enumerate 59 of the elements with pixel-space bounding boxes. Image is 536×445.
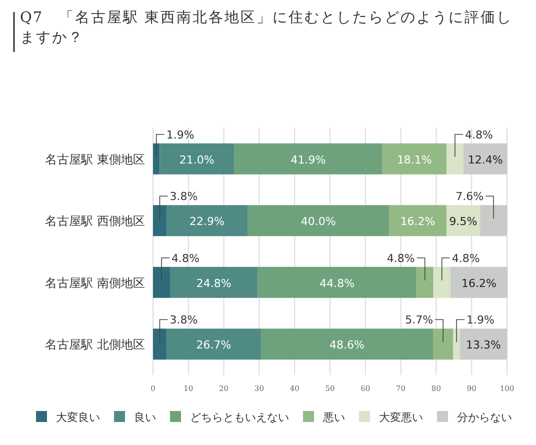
y-tick-label: 名古屋駅 北側地区 [45,338,145,352]
data-label: 48.6% [330,338,364,352]
data-label: 4.8% [464,128,493,142]
data-label: 22.9% [190,215,224,228]
legend-label: 分からない [457,411,512,424]
y-tick-label: 名古屋駅 南側地区 [45,276,145,290]
bar [166,328,261,360]
bar [260,328,434,360]
bar [258,266,416,298]
data-label: 13.3% [466,338,501,352]
data-label: 16.2% [400,215,436,228]
data-label: 16.2% [462,276,497,290]
data-label: 4.8% [386,252,415,265]
legend-label: 大変悪い [379,411,423,424]
data-label: 5.7% [405,314,434,327]
bar [160,143,234,174]
chart-title: Q7 「名古屋駅 東西南北各地区」に住むとしたらどのように評価しますか？ [20,9,514,48]
bar [453,328,460,360]
data-label: 41.9% [290,153,326,166]
bar [389,205,446,236]
data-label: 21.0% [179,153,214,166]
data-label: 7.6% [456,190,484,204]
legend-label: 悪い [322,411,345,424]
data-label: 18.1% [396,153,432,166]
bar [480,205,507,236]
bar [450,266,508,298]
bar [446,143,464,174]
bar [446,205,480,236]
bar [416,266,434,298]
data-label: 26.7% [196,338,232,352]
y-tick-label: 名古屋駅 西側地区 [45,214,145,228]
data-label: 9.5% [449,215,478,228]
bar [433,266,450,298]
data-label: 44.8% [320,276,355,290]
data-label: 12.4% [468,153,503,166]
data-label: 4.8% [171,252,200,265]
bar [463,143,508,174]
data-label: 3.8% [170,190,198,204]
data-label: 40.0% [300,215,336,228]
legend-label: どちらともいえない [190,411,289,424]
bar [153,205,166,236]
bar [248,205,390,236]
data-label: 3.8% [170,314,198,327]
data-label: 1.9% [166,128,194,142]
bar [166,205,248,236]
bar [153,266,170,298]
data-label: 24.8% [196,276,232,290]
bar [433,328,454,360]
bar [153,328,166,360]
y-tick-label: 名古屋駅 東側地区 [45,152,145,166]
bar [460,328,507,360]
legend-label: 良い [134,411,156,424]
data-label: 4.8% [452,252,480,265]
bar [234,143,382,174]
data-label: 1.9% [466,314,495,327]
bar [170,266,258,298]
bar [382,143,446,174]
bar [153,143,160,174]
legend-label: 大変良い [56,411,100,424]
